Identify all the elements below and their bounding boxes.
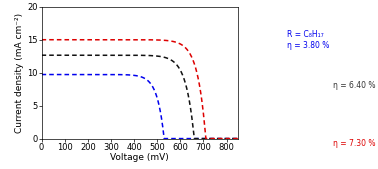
Text: η = 7.30 %: η = 7.30 % bbox=[333, 139, 375, 148]
Text: R = C₈H₁₇
η = 3.80 %: R = C₈H₁₇ η = 3.80 % bbox=[287, 30, 330, 50]
Y-axis label: Current density (mA cm⁻²): Current density (mA cm⁻²) bbox=[15, 13, 24, 133]
X-axis label: Voltage (mV): Voltage (mV) bbox=[110, 153, 169, 162]
Text: η = 6.40 %: η = 6.40 % bbox=[333, 81, 375, 90]
